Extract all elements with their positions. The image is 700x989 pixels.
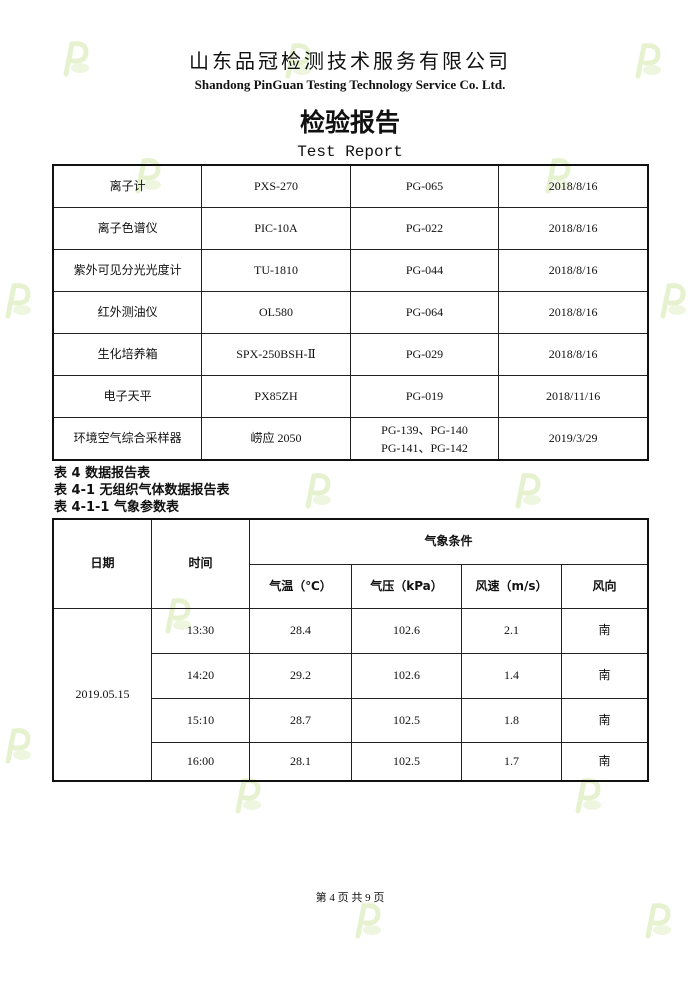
wind-speed-cell: 1.8 [461, 697, 562, 743]
pressure-cell: 102.5 [351, 697, 462, 743]
company-name-cn: 山东品冠检测技术服务有限公司 [189, 49, 511, 73]
equipment-model: PXS-270 [201, 164, 351, 208]
time-cell: 13:30 [151, 607, 250, 654]
equipment-model: PIC-10A [201, 207, 351, 250]
equipment-id: PG-139、PG-140 PG-141、PG-142 [349, 417, 500, 461]
wind-dir-cell: 南 [561, 741, 649, 782]
watermark-logo-icon [355, 903, 381, 939]
table-row: 2019.05.15 13:30 28.4 102.6 2.1 南 [52, 607, 649, 782]
id-line: PG-141、PG-142 [381, 440, 468, 455]
calibration-date: 2018/8/16 [498, 164, 649, 208]
table-caption: 表 4 数据报告表 [54, 466, 151, 481]
watermark-logo-icon [645, 903, 671, 939]
equipment-id: PG-065 [349, 164, 500, 208]
equipment-name: 离子色谱仪 [52, 207, 203, 250]
table-row: 环境空气综合采样器 崂应 2050 PG-139、PG-140 PG-141、PG-1… [52, 417, 649, 461]
calibration-date: 2018/8/16 [498, 333, 649, 376]
watermark-logo-icon [5, 728, 31, 764]
equipment-model: TU-1810 [201, 249, 351, 292]
wind-dir-cell: 南 [561, 697, 649, 743]
temp-cell: 28.7 [249, 697, 352, 743]
date-cell: 2019.05.15 [52, 607, 152, 782]
page-number: 第 4 页 共 9 页 [315, 892, 385, 904]
equipment-name: 电子天平 [52, 375, 203, 418]
header-conditions: 气象条件 [249, 518, 649, 565]
equipment-name: 环境空气综合采样器 [52, 417, 203, 461]
table-row: 生化培养箱 SPX-250BSH-Ⅱ PG-029 2018/8/16 [52, 333, 649, 376]
company-name-en: Shandong PinGuan Testing Technology Serv… [194, 77, 506, 92]
table-row: 电子天平 PX85ZH PG-019 2018/11/16 [52, 375, 649, 418]
wind-dir-cell: 南 [561, 607, 649, 654]
equipment-id: PG-022 [349, 207, 500, 250]
watermark-logo-icon [305, 473, 331, 509]
pressure-cell: 102.5 [351, 741, 462, 782]
time-cell: 16:00 [151, 741, 250, 782]
equipment-model: OL580 [201, 291, 351, 334]
report-title-en: Test Report [297, 143, 403, 161]
watermark-logo-icon [5, 283, 31, 319]
calibration-date: 2019/3/29 [498, 417, 649, 461]
calibration-date: 2018/8/16 [498, 249, 649, 292]
table-row: 离子色谱仪 PIC-10A PG-022 2018/8/16 [52, 207, 649, 250]
temp-cell: 29.2 [249, 652, 352, 699]
equipment-model: 崂应 2050 [201, 417, 351, 461]
equipment-id: PG-029 [349, 333, 500, 376]
calibration-date: 2018/11/16 [498, 375, 649, 418]
equipment-model: PX85ZH [201, 375, 351, 418]
header-time: 时间 [151, 518, 250, 609]
table-row: 离子计 PXS-270 PG-065 2018/8/16 [52, 164, 649, 208]
time-cell: 15:10 [151, 697, 250, 743]
table-row: 紫外可见分光光度计 TU-1810 PG-044 2018/8/16 [52, 249, 649, 292]
header-date: 日期 [52, 518, 152, 609]
watermark-logo-icon [660, 283, 686, 319]
pressure-cell: 102.6 [351, 652, 462, 699]
calibration-date: 2018/8/16 [498, 291, 649, 334]
time-cell: 14:20 [151, 652, 250, 699]
wind-speed-cell: 2.1 [461, 607, 562, 654]
wind-dir-cell: 南 [561, 652, 649, 699]
table-caption: 表 4-1 无组织气体数据报告表 [54, 483, 230, 498]
header-wind-dir: 风向 [561, 563, 649, 609]
wind-speed-cell: 1.4 [461, 652, 562, 699]
report-title-cn: 检验报告 [299, 108, 400, 137]
temp-cell: 28.4 [249, 607, 352, 654]
equipment-name: 离子计 [52, 164, 203, 208]
table-row: 16:00 28.1 102.5 1.7 南 [53, 741, 649, 782]
equipment-model: SPX-250BSH-Ⅱ [201, 333, 351, 376]
header-wind-speed: 风速（m/s） [461, 563, 562, 609]
equipment-id: PG-064 [349, 291, 500, 334]
id-line: PG-139、PG-140 [381, 422, 468, 437]
header-temp: 气温（℃） [249, 563, 352, 609]
temp-cell: 28.1 [249, 741, 352, 782]
header-pressure: 气压（kPa） [351, 563, 462, 609]
equipment-name: 红外测油仪 [52, 291, 203, 334]
weather-table: 日期 时间 气象条件 气温（℃） 气压（kPa） 风速（m/s） 风向 2019… [52, 518, 649, 782]
equipment-id: PG-019 [349, 375, 500, 418]
equipment-name: 生化培养箱 [52, 333, 203, 376]
equipment-name: 紫外可见分光光度计 [52, 249, 203, 292]
table-row: 红外测油仪 OL580 PG-064 2018/8/16 [52, 291, 649, 334]
equipment-table: 离子计 PXS-270 PG-065 2018/8/16 离子色谱仪 PIC-10A PG-… [52, 164, 649, 461]
watermark-logo-icon [515, 473, 541, 509]
equipment-id: PG-044 [349, 249, 500, 292]
wind-speed-cell: 1.7 [461, 741, 562, 782]
calibration-date: 2018/8/16 [498, 207, 649, 250]
pressure-cell: 102.6 [351, 607, 462, 654]
table-caption: 表 4-1-1 气象参数表 [54, 500, 179, 515]
